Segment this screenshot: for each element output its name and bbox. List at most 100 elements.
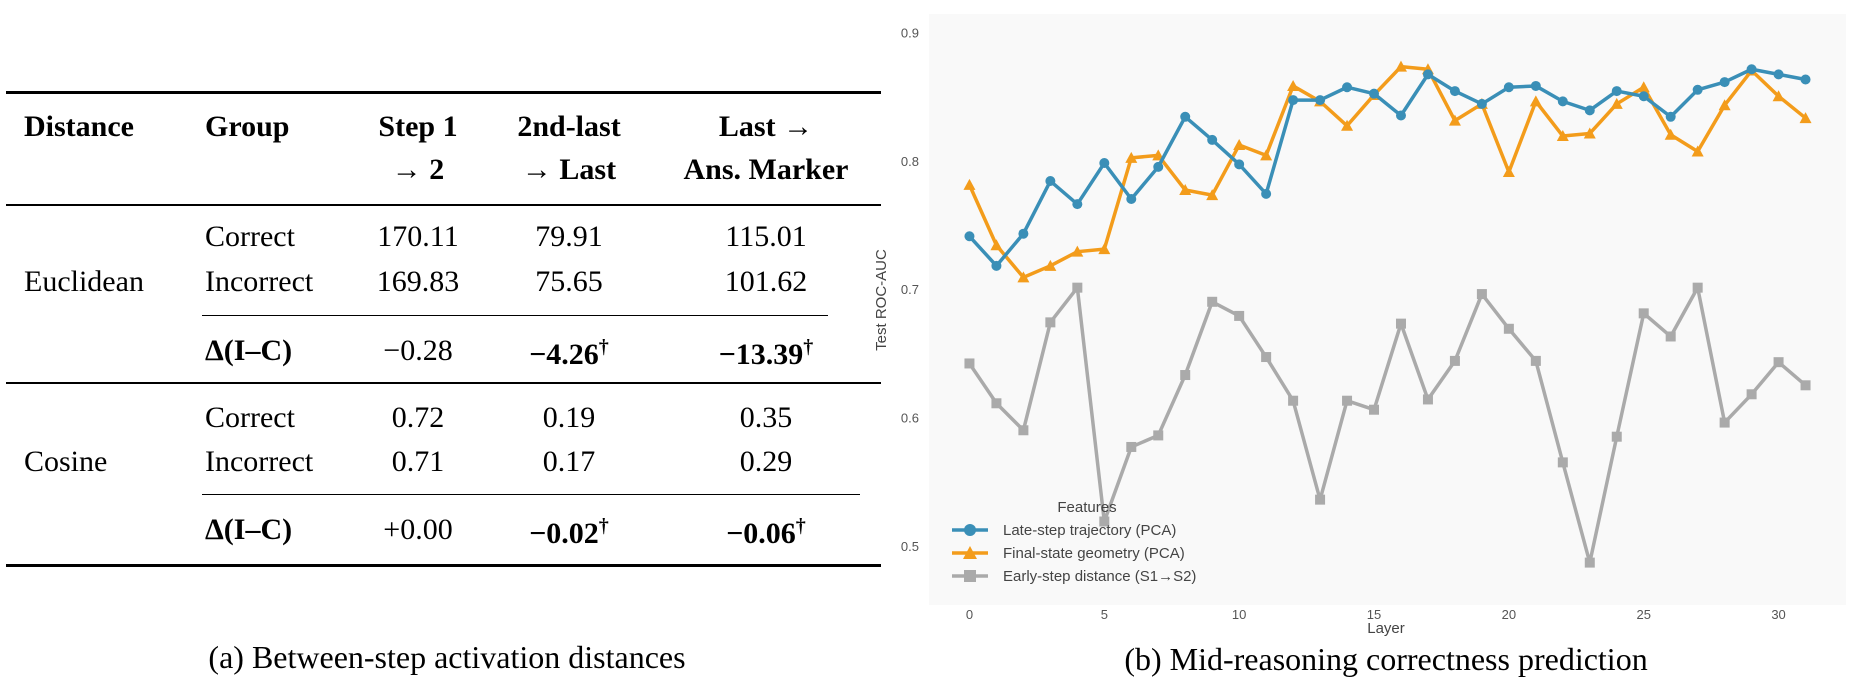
header-distance: Distance [24,110,134,143]
legend-item: Early-step distance (S1→S2) [952,568,1196,585]
data-point [1126,194,1137,205]
x-tick-label: 30 [1771,607,1785,622]
legend-title: Features [1057,499,1116,516]
delta-cell: −4.26† [529,330,609,372]
legend-label: Early-step distance (S1→S2) [1003,568,1196,585]
data-point [1045,176,1056,187]
data-point [1152,149,1165,161]
table-cell: 101.62 [724,265,808,298]
data-point [1234,159,1245,170]
data-point [1180,111,1191,122]
legend-item: Final-state geometry (PCA) [952,545,1185,562]
data-point [1557,96,1568,107]
delta-value: −4.26 [529,338,599,371]
caption-b: (b) Mid-reasoning correctness prediction [1124,641,1648,677]
data-point [1342,395,1353,406]
data-point [1017,271,1030,283]
data-point [1072,282,1083,293]
table-cell: 75.65 [535,265,603,298]
group-label: Incorrect [205,445,314,478]
data-point [1637,81,1650,93]
data-point [1261,188,1272,199]
data-point [991,260,1002,271]
data-point [1746,64,1757,75]
data-point [1369,88,1380,99]
x-axis-ticks: 0 5 10 15 20 25 30 [966,607,1786,622]
data-point [1369,404,1380,415]
data-point [964,231,975,242]
y-tick-label: 0.8 [901,154,919,169]
data-point [1638,308,1649,319]
x-tick-label: 5 [1101,607,1108,622]
data-point [1260,149,1273,161]
data-point [1583,127,1596,139]
data-point [1126,441,1137,452]
data-point [1530,355,1541,366]
data-point [1179,184,1192,196]
data-point [1557,457,1568,468]
table-cell: 0.19 [542,401,596,434]
table-cell: 0.71 [391,445,445,478]
data-point [1315,95,1326,106]
table-cell: 0.35 [739,401,793,434]
group-label: Correct [205,401,295,434]
data-point [1719,417,1730,428]
series-circle [964,64,1811,271]
header-step1-line2: → 2 [391,153,445,186]
data-point [1584,105,1595,116]
dagger-mark: † [598,515,609,537]
data-point [1233,139,1246,151]
data-point [1665,111,1676,122]
data-point [1772,90,1785,102]
data-point [1125,151,1138,163]
table-cell: 115.01 [725,220,807,253]
group-label: Incorrect [205,265,314,298]
data-point [1556,130,1569,142]
data-point [1288,395,1299,406]
data-point [963,178,976,190]
table-partial-rule [202,494,860,495]
header-last-line1: Last → [718,110,814,143]
data-point [1691,145,1704,157]
data-point [963,546,977,559]
series-square [964,282,1811,568]
data-point [1799,112,1812,124]
plot-background [929,14,1846,605]
x-tick-label: 10 [1232,607,1246,622]
data-point [1611,431,1622,442]
data-point [1395,110,1406,121]
data-point [1773,69,1784,80]
x-tick-label: 15 [1367,607,1381,622]
data-point [1045,317,1056,328]
data-point [1664,128,1677,140]
table-section-rule [6,382,881,384]
data-point [1773,357,1784,368]
table-bottom-rule [6,564,881,567]
data-point [1072,199,1083,210]
data-point [1584,557,1595,568]
data-point [1394,60,1407,72]
table-partial-rule [202,315,828,316]
table-cell: 170.11 [377,220,459,253]
data-point [1746,389,1757,400]
header-group: Group [205,110,290,143]
delta-value: −0.06 [726,517,796,550]
data-point [1261,352,1272,363]
data-point [1503,323,1514,334]
data-point [1287,79,1300,91]
x-tick-label: 25 [1636,607,1650,622]
dagger-mark: † [803,336,814,358]
dagger-mark: † [598,336,609,358]
data-point [1719,77,1730,88]
dagger-mark: † [795,515,806,537]
header-step1-line1: Step 1 [378,110,458,143]
table-cell: 0.17 [542,445,596,478]
delta-cell: −0.02† [529,509,609,551]
y-tick-label: 0.9 [901,25,919,40]
delta-label: Δ(I–C) [205,513,293,546]
data-point [964,524,976,536]
data-point [1099,516,1110,527]
data-point [1315,494,1326,505]
table-cell: 0.72 [391,401,445,434]
